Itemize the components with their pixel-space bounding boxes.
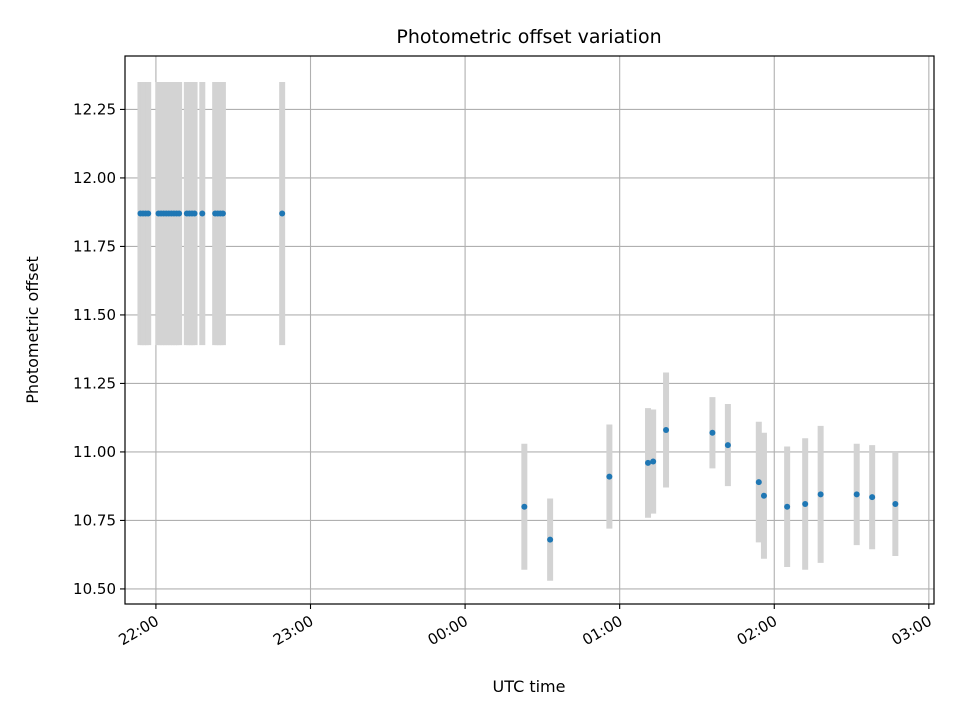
- data-point: [784, 503, 791, 510]
- data-point: [191, 210, 198, 217]
- data-point: [709, 429, 716, 436]
- data-point: [606, 473, 613, 480]
- data-point: [755, 479, 762, 486]
- data-point: [279, 210, 286, 217]
- data-point: [547, 536, 554, 543]
- data-point: [176, 210, 183, 217]
- y-tick-label: 12.00: [73, 169, 116, 187]
- data-point: [199, 210, 206, 217]
- data-point: [853, 491, 860, 498]
- data-point: [650, 458, 657, 465]
- y-tick-label: 11.75: [73, 237, 116, 255]
- y-tick-label: 10.50: [73, 580, 116, 598]
- y-axis-title: Photometric offset: [23, 256, 42, 404]
- chart-title: Photometric offset variation: [396, 26, 661, 48]
- data-points: [137, 210, 899, 543]
- data-point: [663, 427, 670, 434]
- data-point: [892, 500, 899, 507]
- data-point: [219, 210, 226, 217]
- y-tick-label: 11.00: [73, 443, 116, 461]
- plot-frame: [124, 55, 935, 605]
- data-point: [645, 459, 652, 466]
- data-point: [869, 494, 876, 501]
- data-point: [760, 492, 767, 499]
- data-point: [817, 491, 824, 498]
- data-point: [724, 442, 731, 449]
- y-tick-label: 10.75: [73, 511, 116, 529]
- y-tick-label: 12.25: [73, 100, 116, 118]
- y-axis: 10.50 10.75 11.00 11.25 11.50 11.75 12.00 12.25: [73, 100, 125, 598]
- data-point: [521, 503, 528, 510]
- x-axis-title: UTC time: [493, 677, 566, 696]
- y-tick-label: 11.50: [73, 306, 116, 324]
- y-tick-label: 11.25: [73, 374, 116, 392]
- data-point: [802, 500, 809, 507]
- grid: [125, 56, 934, 604]
- data-point: [145, 210, 152, 217]
